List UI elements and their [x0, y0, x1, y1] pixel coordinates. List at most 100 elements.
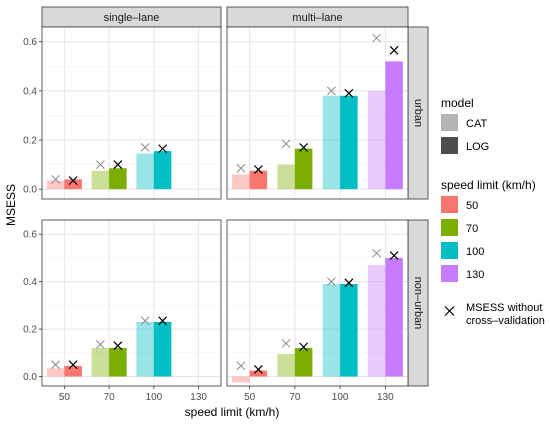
- y-tick-label: 0.4: [23, 277, 37, 288]
- legend-cv-label-line1: MSESS without: [466, 302, 542, 314]
- cross-stroke: [389, 251, 399, 260]
- log-bar: [294, 348, 313, 377]
- cross-stroke: [96, 340, 105, 349]
- panel-border: [226, 26, 409, 200]
- cross-stroke: [327, 277, 336, 287]
- legend-cv-label-line2: cross–validation: [466, 315, 545, 327]
- cross-stroke: [96, 160, 105, 169]
- cross-stroke: [236, 163, 246, 173]
- facet-panel: [226, 26, 409, 200]
- log-bar: [64, 365, 82, 377]
- legend-speed-label: 130: [466, 269, 484, 281]
- log-bar: [294, 148, 313, 190]
- log-cv-cross: [158, 144, 168, 154]
- cross-stroke: [236, 361, 246, 371]
- x-tick-label: 70: [289, 392, 301, 403]
- x-tick-label: 130: [377, 392, 394, 403]
- cat-cv-cross: [236, 163, 246, 173]
- log-bar: [153, 151, 172, 190]
- cross-stroke: [344, 88, 354, 98]
- cat-bar: [277, 164, 295, 190]
- cat-cv-cross: [96, 160, 105, 169]
- x-tick-label: 50: [244, 392, 256, 403]
- cross-stroke: [68, 360, 78, 370]
- log-cv-cross: [344, 278, 354, 288]
- panel-border: [41, 219, 222, 387]
- panel-background: [42, 220, 221, 386]
- log-cv-cross: [344, 88, 354, 98]
- facet-panel: [41, 26, 222, 200]
- cat-cv-cross: [51, 174, 60, 184]
- log-bar: [109, 168, 127, 190]
- log-bar: [249, 370, 268, 377]
- legend-speed-key: [441, 196, 458, 213]
- row-strip-label: non–urban: [412, 277, 424, 330]
- cat-cv-cross: [372, 33, 381, 43]
- cross-stroke: [51, 174, 60, 184]
- legend-model-label: LOG: [466, 141, 489, 153]
- cross-stroke: [389, 45, 399, 55]
- log-cv-cross: [68, 360, 78, 370]
- cat-bar: [322, 95, 341, 190]
- legend-model-label: CAT: [466, 118, 487, 130]
- log-bar: [385, 61, 403, 190]
- log-bar: [109, 348, 127, 377]
- log-bar: [64, 179, 82, 190]
- cat-bar: [322, 284, 341, 377]
- legend-model-key: [441, 137, 458, 154]
- legend-model-key: [441, 114, 458, 131]
- cross-stroke: [113, 341, 123, 351]
- log-bar: [340, 284, 358, 377]
- log-cv-cross: [389, 45, 399, 55]
- cat-cv-cross: [236, 361, 246, 371]
- cat-cv-cross: [96, 340, 105, 349]
- cross-stroke: [281, 139, 291, 149]
- cross-stroke: [253, 364, 263, 374]
- log-bar: [153, 321, 172, 377]
- cat-bar: [46, 180, 65, 190]
- panel-background: [227, 220, 408, 386]
- x-tick-label: 70: [104, 392, 116, 403]
- column-strip-label: multi–lane: [292, 12, 342, 24]
- legend-speed-label: 50: [466, 200, 478, 212]
- cross-stroke: [327, 86, 336, 96]
- cross-stroke: [140, 143, 150, 152]
- legend-speed-title: speed limit (km/h): [441, 178, 536, 192]
- y-tick-label: 0.2: [23, 325, 37, 336]
- cat-cv-cross: [281, 338, 291, 348]
- x-tick-label: 100: [146, 392, 163, 403]
- panel-border: [41, 26, 222, 200]
- legend-speed-key: [441, 219, 458, 236]
- legend-speed-label: 70: [466, 223, 478, 235]
- cross-stroke: [281, 338, 291, 348]
- cross-stroke: [140, 316, 150, 326]
- y-axis-title: MSESS: [4, 184, 18, 226]
- log-cv-cross: [68, 176, 78, 185]
- cross-stroke: [299, 342, 309, 352]
- cat-bar: [136, 153, 154, 190]
- log-bar: [385, 257, 403, 377]
- x-axis-title: speed limit (km/h): [185, 405, 280, 419]
- y-tick-label: 0.6: [23, 230, 37, 241]
- log-cv-cross: [113, 341, 123, 351]
- cat-cv-cross: [327, 277, 336, 287]
- y-tick-label: 0.6: [23, 37, 37, 48]
- cat-cv-cross: [140, 316, 150, 326]
- column-strip-label: single–lane: [104, 12, 160, 24]
- log-cv-cross: [158, 316, 168, 326]
- x-tick-label: 130: [190, 392, 207, 403]
- log-cv-cross: [299, 342, 309, 352]
- cross-stroke: [344, 278, 354, 288]
- x-tick-label: 100: [332, 392, 349, 403]
- log-bar: [249, 170, 268, 190]
- y-tick-label: 0.2: [23, 136, 37, 147]
- x-tick-label: 50: [59, 392, 71, 403]
- cat-cv-cross: [372, 248, 381, 258]
- cat-bar: [367, 90, 386, 190]
- cat-bar: [277, 353, 295, 377]
- cross-stroke: [158, 316, 168, 326]
- legend-speed-key: [441, 242, 458, 259]
- cat-bar: [232, 174, 250, 190]
- legend-speed-key: [441, 265, 458, 282]
- facet-panel: [226, 219, 409, 387]
